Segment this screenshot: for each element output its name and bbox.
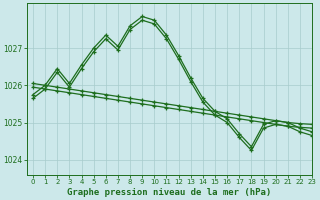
X-axis label: Graphe pression niveau de la mer (hPa): Graphe pression niveau de la mer (hPa) (68, 188, 272, 197)
